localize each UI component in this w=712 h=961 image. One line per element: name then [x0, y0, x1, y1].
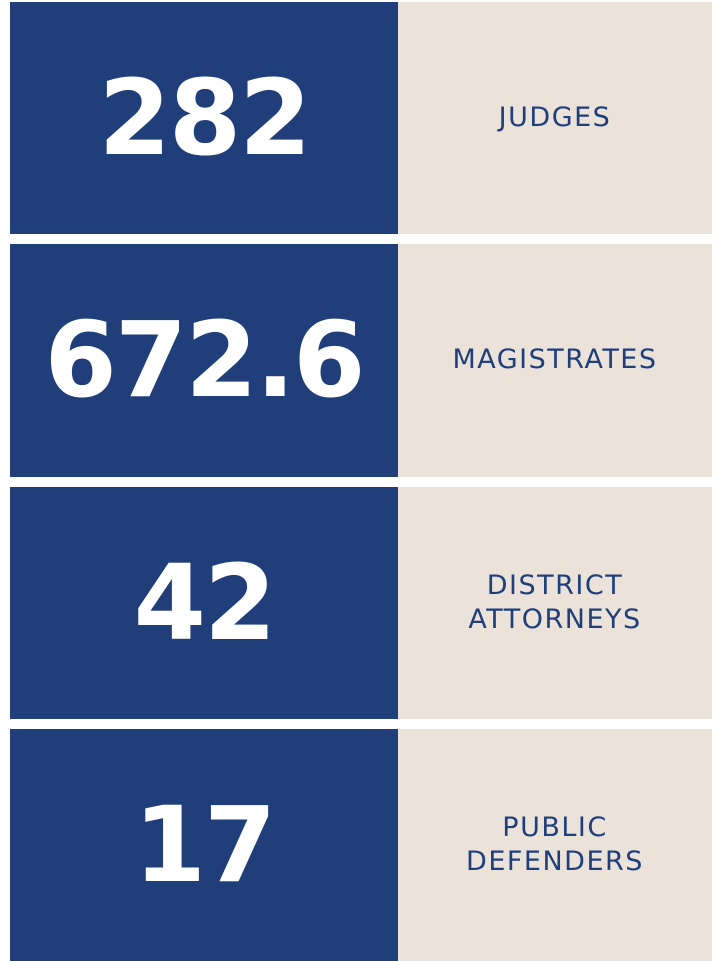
- stat-row: 672.6 MAGISTRATES: [10, 244, 712, 477]
- stat-label-line: DISTRICT: [486, 569, 624, 601]
- stat-label: DISTRICT ATTORNEYS: [398, 486, 712, 719]
- stat-label-line: PUBLIC: [502, 811, 608, 843]
- stat-label-line: JUDGES: [498, 102, 612, 134]
- stat-number: 17: [10, 728, 398, 961]
- stat-row: 42 DISTRICT ATTORNEYS: [10, 486, 712, 719]
- stat-number: 42: [10, 486, 398, 719]
- stat-label: JUDGES: [398, 2, 712, 235]
- stat-label: MAGISTRATES: [398, 244, 712, 477]
- stat-label: PUBLIC DEFENDERS: [398, 728, 712, 961]
- stat-label-line: ATTORNEYS: [468, 603, 642, 635]
- stat-label-line: DEFENDERS: [466, 845, 644, 877]
- stat-row: 17 PUBLIC DEFENDERS: [10, 728, 712, 961]
- stat-number: 672.6: [10, 244, 398, 477]
- stats-panel: 282 JUDGES 672.6 MAGISTRATES 42 DISTRICT ATTOR…: [10, 2, 712, 961]
- stat-row: 282 JUDGES: [10, 2, 712, 235]
- stat-number: 282: [10, 2, 398, 235]
- stat-label-line: MAGISTRATES: [452, 344, 658, 376]
